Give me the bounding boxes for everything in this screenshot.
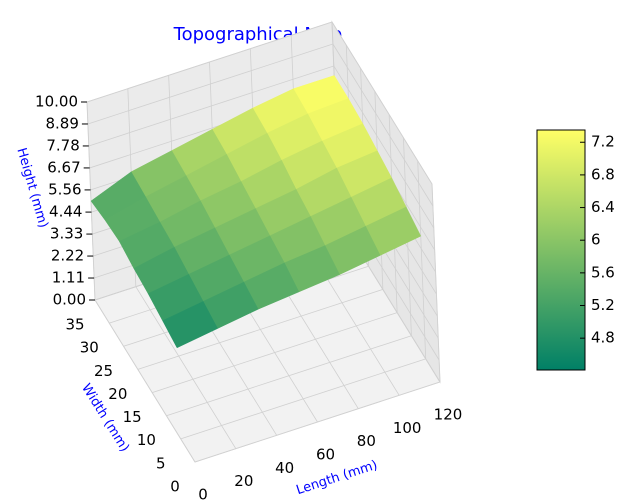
x-tick-label: 0 [198, 486, 208, 500]
y-tick-label: 25 [94, 362, 113, 380]
grid-line [431, 183, 441, 383]
grid-line [137, 289, 383, 370]
colorbar-tick-label: 4.8 [591, 329, 615, 347]
z-tick-label: 7.78 [46, 136, 79, 154]
grid-line [94, 299, 196, 463]
y-tick-label: 0 [170, 478, 180, 496]
y-tick-label: 10 [137, 431, 156, 449]
colorbar-tick-label: 6.4 [591, 198, 615, 216]
grid-line [166, 335, 412, 417]
y-tick-label: 35 [65, 316, 84, 334]
x-tick-label: 100 [393, 419, 422, 437]
x-tick-label: 40 [275, 459, 294, 477]
grid-line [194, 381, 441, 463]
colorbar-tick-label: 6.8 [591, 165, 615, 183]
grid-line [417, 160, 427, 359]
x-tick-label: 80 [357, 432, 376, 450]
z-tick-label: 6.67 [47, 158, 80, 176]
y-tick-label: 15 [123, 408, 142, 426]
grid-line [152, 312, 398, 393]
colorbar-tick-label: 5.6 [591, 263, 615, 281]
surface-patch [162, 301, 218, 349]
grid-line [180, 358, 426, 440]
z-tick-label: 10.00 [35, 93, 78, 111]
z-axis-label: Height (mm) [13, 146, 50, 230]
z-tick-label: 4.44 [49, 203, 82, 221]
y-tick-label: 20 [108, 385, 127, 403]
grid-line [135, 286, 237, 449]
grid-line [331, 21, 433, 185]
x-axis-label: Length (mm) [295, 458, 380, 498]
x-tick-label: 60 [316, 446, 335, 464]
grid-line [87, 43, 334, 125]
colorbar-tick-label: 6 [591, 231, 601, 249]
grid-line [332, 43, 434, 207]
z-tick-label: 3.33 [50, 225, 83, 243]
grid-line [333, 65, 435, 229]
grid-line [86, 21, 333, 103]
z-tick-label: 0.00 [53, 291, 86, 309]
grid-line [88, 65, 334, 147]
z-tick-label: 5.56 [48, 180, 81, 198]
x-tick-label: 20 [234, 472, 253, 490]
z-tick-label: 1.11 [52, 269, 85, 287]
y-tick-label: 5 [156, 454, 166, 472]
colorbar [536, 129, 586, 371]
y-tick-label: 30 [80, 339, 99, 357]
z-tick-label: 2.22 [51, 247, 84, 265]
x-tick-label: 120 [434, 406, 463, 424]
colorbar-tick-label: 7.2 [591, 133, 615, 151]
colorbar-tick-label: 5.2 [591, 296, 615, 314]
z-tick-label: 8.89 [45, 114, 78, 132]
